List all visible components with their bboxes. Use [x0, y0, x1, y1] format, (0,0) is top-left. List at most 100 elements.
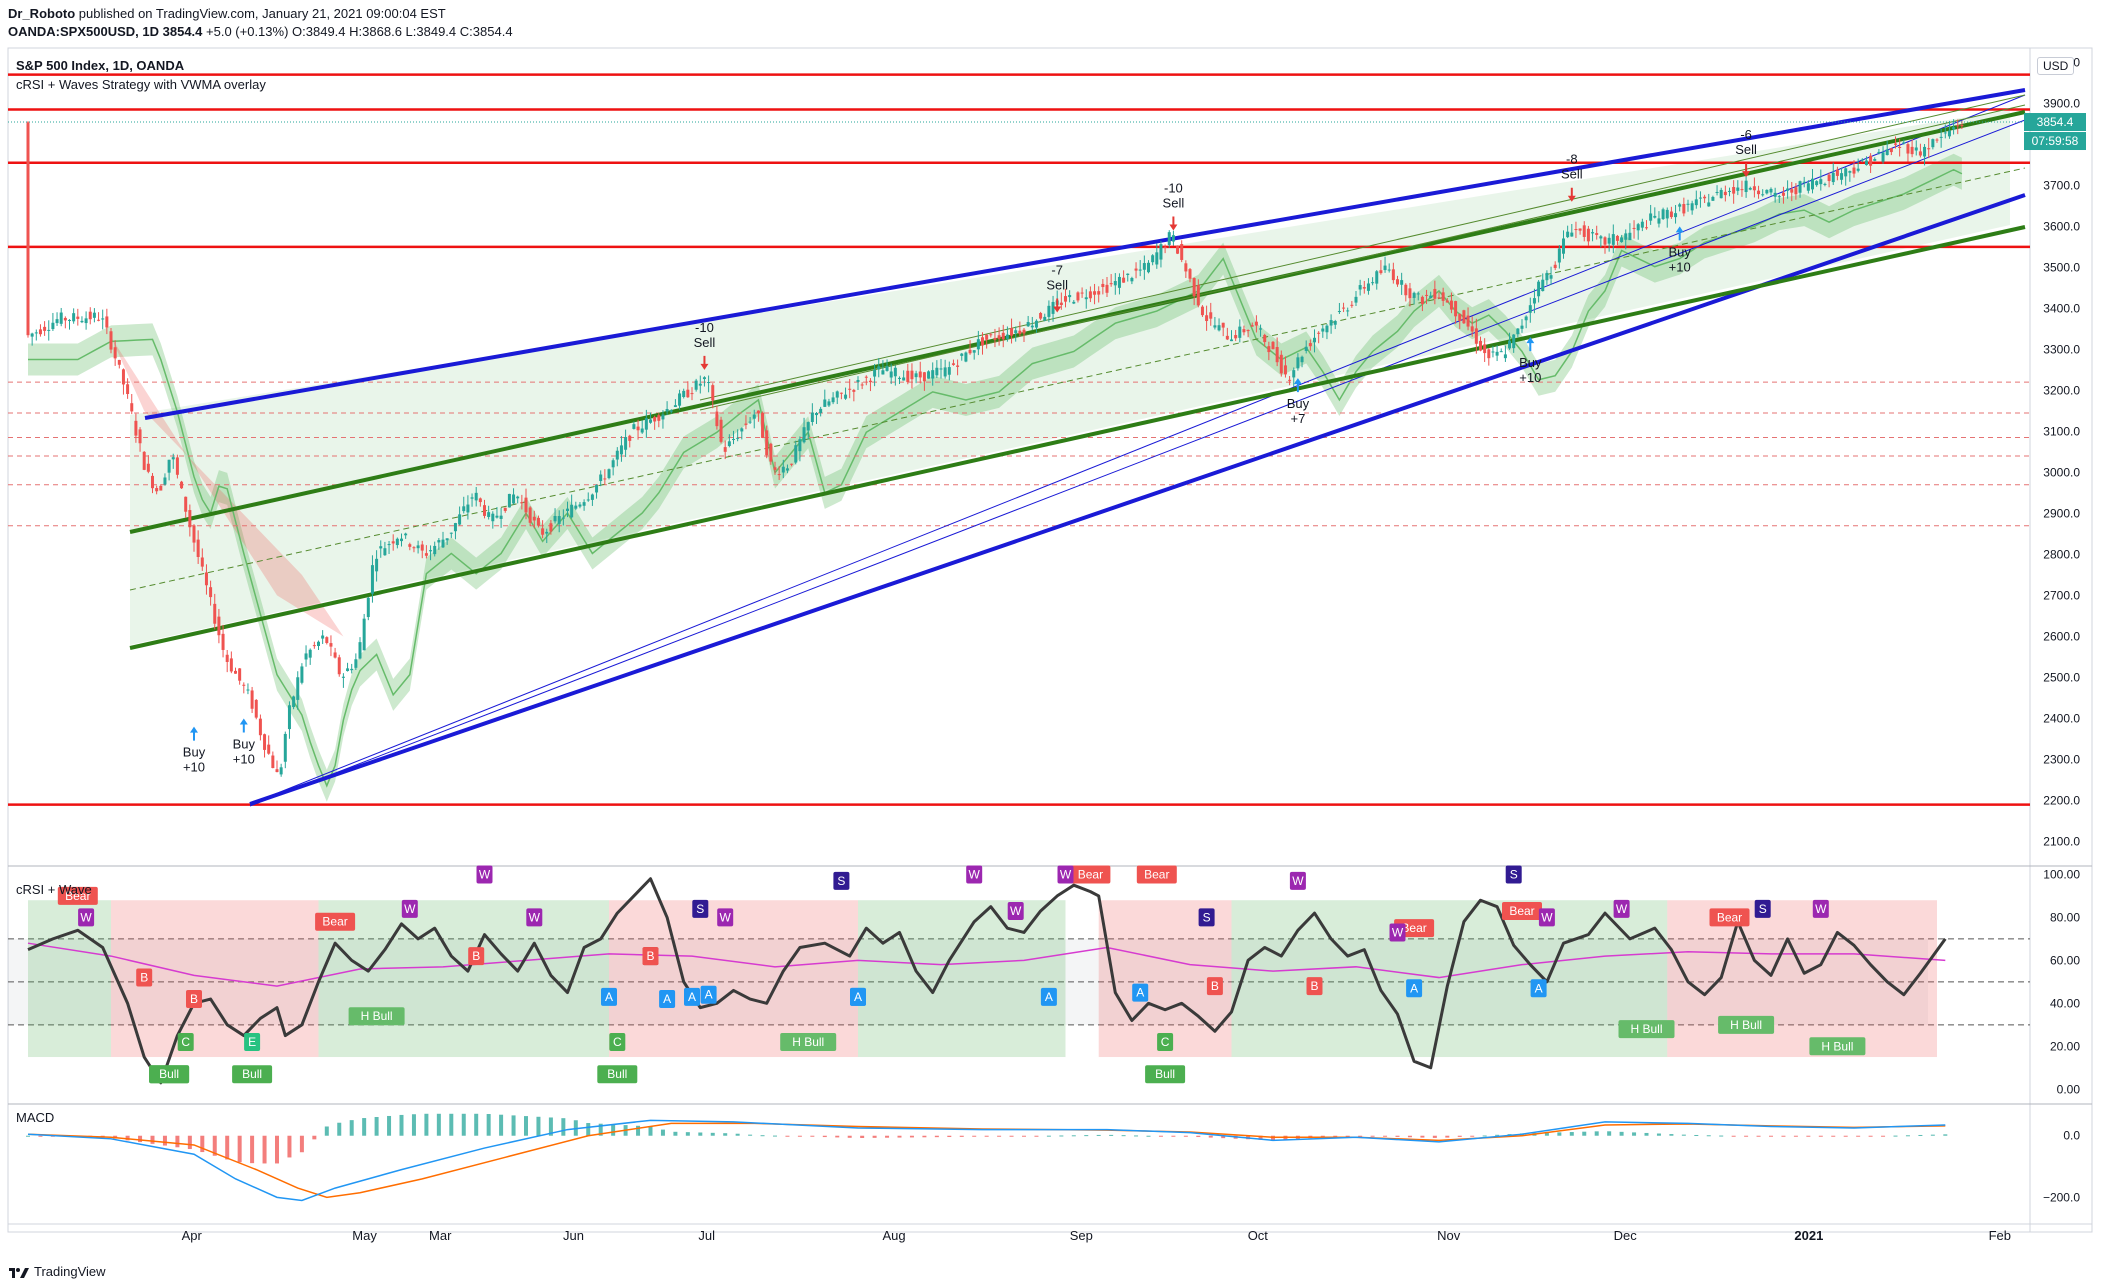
- crsi-marker[interactable]: A: [700, 985, 717, 1004]
- buy-signal[interactable]: Buy+7: [1287, 378, 1310, 426]
- price-tick-label: 3400.0: [2043, 301, 2080, 315]
- crsi-marker[interactable]: S: [1505, 865, 1522, 884]
- crsi-marker[interactable]: Bear: [57, 886, 98, 905]
- time-tick-label: Feb: [1989, 1228, 2011, 1243]
- macd-histogram-bar: [138, 1135, 143, 1143]
- crsi-marker[interactable]: E: [244, 1033, 261, 1051]
- crsi-marker[interactable]: B: [468, 947, 485, 966]
- crsi-marker[interactable]: B: [1306, 977, 1323, 996]
- candle: [1752, 177, 1756, 198]
- crsi-marker[interactable]: S: [1198, 908, 1215, 927]
- crsi-marker[interactable]: W: [1289, 871, 1306, 890]
- crsi-marker[interactable]: A: [684, 987, 700, 1006]
- crsi-marker[interactable]: H Bull: [1809, 1037, 1866, 1056]
- crsi-marker[interactable]: Bear: [1070, 865, 1111, 884]
- candle: [317, 640, 320, 651]
- crsi-marker[interactable]: Bull: [149, 1065, 190, 1084]
- macd-histogram-bar: [387, 1115, 392, 1136]
- crsi-marker[interactable]: W: [1812, 899, 1829, 918]
- macd-histogram-bar: [673, 1131, 678, 1136]
- crsi-marker[interactable]: W: [717, 908, 734, 927]
- candle: [200, 548, 204, 571]
- crsi-marker[interactable]: Bear: [1709, 908, 1750, 927]
- macd-histogram-bar: [1158, 1135, 1163, 1137]
- crsi-marker[interactable]: Bear: [315, 912, 356, 931]
- blue-trendline-lower[interactable]: [249, 193, 2026, 806]
- candle: [1375, 270, 1379, 290]
- crsi-marker[interactable]: W: [966, 865, 983, 884]
- crsi-marker[interactable]: Bear: [1502, 901, 1542, 920]
- signal-label: Buy: [183, 745, 206, 760]
- crsi-marker[interactable]: H Bull: [1618, 1020, 1675, 1039]
- crsi-marker[interactable]: B: [136, 968, 153, 987]
- signal-value: +10: [233, 751, 255, 766]
- macd-histogram-bar: [1644, 1132, 1649, 1136]
- macd-histogram-bar: [810, 1135, 815, 1137]
- crsi-marker[interactable]: W: [476, 865, 493, 884]
- crsi-marker[interactable]: A: [1406, 979, 1423, 998]
- crsi-marker[interactable]: Bull: [1145, 1065, 1186, 1084]
- blue-trendline-thin[interactable]: [249, 119, 2026, 807]
- crsi-marker[interactable]: B: [186, 990, 202, 1009]
- crsi-marker[interactable]: Bear: [1136, 865, 1177, 884]
- macd-histogram-bar: [1333, 1135, 1338, 1137]
- blue-trendline-upper[interactable]: [144, 88, 2026, 420]
- crsi-marker[interactable]: H Bull: [348, 1007, 405, 1026]
- candle: [1292, 367, 1296, 387]
- crsi-marker[interactable]: W: [1538, 908, 1555, 927]
- crsi-marker[interactable]: W: [1057, 865, 1074, 884]
- crsi-marker[interactable]: A: [1530, 979, 1547, 998]
- crsi-marker[interactable]: A: [1132, 983, 1149, 1002]
- high-label: H:: [349, 24, 363, 39]
- buy-signal[interactable]: Buy+10: [183, 726, 206, 775]
- crsi-marker[interactable]: A: [659, 990, 676, 1009]
- blue-trendline-thin[interactable]: [249, 94, 2026, 805]
- currency-button[interactable]: USD: [2037, 57, 2075, 75]
- crsi-marker[interactable]: B: [1206, 977, 1223, 996]
- crsi-marker[interactable]: W: [401, 899, 418, 918]
- crsi-marker[interactable]: Bull: [232, 1065, 273, 1084]
- candle: [1939, 128, 1943, 148]
- green-trendline-thin[interactable]: [699, 94, 2026, 401]
- crsi-marker[interactable]: A: [601, 987, 617, 1006]
- green-trendline-lower[interactable]: [129, 225, 2026, 650]
- crsi-marker[interactable]: S: [1754, 899, 1771, 918]
- crsi-marker[interactable]: A: [850, 987, 866, 1006]
- buy-signal[interactable]: Buy+10: [1519, 337, 1542, 385]
- crsi-marker[interactable]: Bull: [597, 1065, 638, 1084]
- tradingview-footer[interactable]: TradingView: [8, 1264, 106, 1279]
- crsi-marker[interactable]: C: [177, 1033, 194, 1051]
- candle: [1591, 229, 1595, 242]
- crsi-marker-label: B: [1310, 979, 1318, 993]
- crsi-marker[interactable]: W: [78, 908, 95, 927]
- crsi-marker[interactable]: A: [1040, 987, 1057, 1006]
- crsi-marker[interactable]: B: [642, 947, 659, 966]
- candle: [1126, 273, 1130, 282]
- crsi-marker[interactable]: C: [1157, 1033, 1174, 1051]
- candle: [968, 340, 972, 355]
- crsi-marker[interactable]: H Bull: [780, 1033, 837, 1051]
- crsi-marker[interactable]: C: [609, 1033, 626, 1051]
- crsi-marker[interactable]: W: [1389, 923, 1406, 942]
- crsi-marker[interactable]: W: [1613, 899, 1630, 918]
- green-trendline-thin[interactable]: [699, 104, 2026, 411]
- candle: [1889, 148, 1893, 156]
- buy-signal[interactable]: Buy+10: [233, 718, 256, 766]
- macd-histogram-bar: [1420, 1135, 1425, 1138]
- crsi-marker[interactable]: S: [692, 899, 709, 918]
- candle: [1943, 124, 1947, 139]
- green-trendline-upper[interactable]: [129, 110, 2026, 534]
- crsi-marker[interactable]: S: [833, 871, 850, 890]
- buy-signal[interactable]: Buy+10: [1668, 226, 1691, 274]
- author-name[interactable]: Dr_Roboto: [8, 6, 76, 21]
- crsi-marker[interactable]: H Bull: [1718, 1015, 1775, 1034]
- candle: [1607, 233, 1611, 252]
- crsi-marker[interactable]: W: [526, 908, 543, 927]
- crsi-marker[interactable]: W: [1007, 901, 1024, 920]
